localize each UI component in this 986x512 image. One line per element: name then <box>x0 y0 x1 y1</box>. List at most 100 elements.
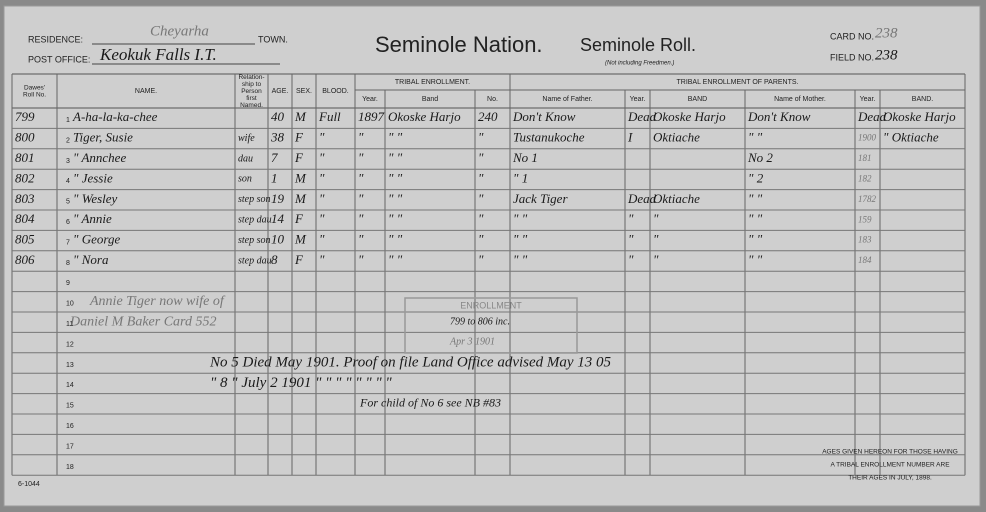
cell-text: 804 <box>15 211 35 226</box>
cell-text: " " <box>748 211 763 226</box>
cell-text: F <box>294 150 304 165</box>
cell-text: " " <box>388 252 403 267</box>
cell-text: 1900 <box>858 133 877 143</box>
cell-text: 805 <box>15 232 35 247</box>
cell-text: " " <box>513 232 528 247</box>
cell-text: " " <box>388 191 403 206</box>
cell-text: M <box>294 232 307 247</box>
cell-text: " 1 <box>513 170 528 185</box>
card-no: 238 <box>875 25 898 41</box>
cell-text: step dau <box>238 214 272 225</box>
line-number: 15 <box>66 403 74 410</box>
cell-text: Okoske Harjo <box>388 109 461 124</box>
line-number: 6 <box>66 219 70 226</box>
title: Seminole Nation. <box>375 32 543 57</box>
cell-text: 8 <box>271 252 278 267</box>
column-header: NAME. <box>135 88 157 95</box>
cell-text: " " <box>388 211 403 226</box>
residence-label: RESIDENCE: <box>28 34 83 44</box>
line-number: 14 <box>66 382 74 389</box>
cell-text: " <box>653 252 659 267</box>
line-number: 11 <box>66 321 73 328</box>
note: Annie Tiger now wife of <box>89 294 226 309</box>
cell-text: 183 <box>858 235 872 245</box>
column-header: Dawes' Roll No. <box>23 84 46 98</box>
cell-text: " <box>319 232 325 247</box>
cell-text: " <box>628 232 634 247</box>
post-office: Keokuk Falls I.T. <box>99 45 217 64</box>
cell-text: I <box>627 130 633 145</box>
column-header: Year. <box>630 96 646 103</box>
subtitle: Seminole Roll. <box>580 35 696 55</box>
form-no: 6-1044 <box>18 481 40 488</box>
line-number: 16 <box>66 423 74 430</box>
cell-text: " <box>478 211 484 226</box>
column-header: Name of Father. <box>542 96 592 103</box>
cell-text: F <box>294 130 304 145</box>
column-header: Band <box>422 96 438 103</box>
cell-text: M <box>294 109 307 124</box>
cell-text: " <box>358 211 364 226</box>
cell-text: " Nora <box>73 252 109 267</box>
cell-text: Dead <box>627 109 657 124</box>
group-header: TRIBAL ENROLLMENT OF PARENTS. <box>676 79 798 86</box>
line-number: 4 <box>66 178 70 185</box>
cell-text: " " <box>748 252 763 267</box>
line-number: 17 <box>66 443 74 450</box>
cell-text: " <box>358 232 364 247</box>
cell-text: 181 <box>858 153 872 163</box>
residence: Cheyarha <box>150 23 209 39</box>
cell-text: " <box>478 232 484 247</box>
cell-text: Okoske Harjo <box>653 109 726 124</box>
cell-text: " <box>478 170 484 185</box>
cell-text: Tustanukoche <box>513 130 585 145</box>
cell-text: " <box>653 232 659 247</box>
cell-text: 182 <box>858 173 872 183</box>
line-number: 12 <box>66 341 74 348</box>
cell-text: 159 <box>858 214 872 224</box>
cell-text: Oktiache <box>653 130 700 145</box>
cell-text: 19 <box>271 191 285 206</box>
cell-text: Jack Tiger <box>513 191 568 206</box>
cell-text: M <box>294 191 307 206</box>
column-header: AGE. <box>272 88 289 95</box>
cell-text: " Annchee <box>73 150 126 165</box>
line-number: 7 <box>66 239 70 246</box>
cell-text: 1 <box>271 170 278 185</box>
line-number: 1 <box>66 117 70 124</box>
column-header: BAND. <box>912 96 933 103</box>
cell-text: " " <box>513 211 528 226</box>
cell-text: " George <box>73 232 120 247</box>
stamp-frame <box>404 297 578 354</box>
table: TRIBAL ENROLLMENT. TRIBAL ENROLLMENT OF P… <box>11 73 966 476</box>
cell-text: 14 <box>271 211 285 226</box>
cell-text: " " <box>388 170 403 185</box>
cell-text: 801 <box>15 150 35 165</box>
column-header: Name of Mother. <box>774 96 826 103</box>
column-header: SEX. <box>296 88 312 95</box>
cell-text: " <box>358 150 364 165</box>
card-paper <box>3 5 981 507</box>
cell-text: Tiger, Susie <box>73 130 133 145</box>
stamp-range: 799 to 806 inc. <box>450 316 510 327</box>
cell-text: " <box>319 211 325 226</box>
cell-text: 802 <box>15 170 35 185</box>
column-header: Year. <box>362 96 378 103</box>
cell-text: " Jessie <box>73 170 113 185</box>
cell-text: " <box>358 191 364 206</box>
card-label: CARD NO. <box>830 31 874 41</box>
group-header: TRIBAL ENROLLMENT. <box>395 79 470 86</box>
cell-text: Don't Know <box>512 109 576 124</box>
cell-text: " <box>319 252 325 267</box>
line-number: 3 <box>66 158 70 165</box>
column-header: Year. <box>860 96 876 103</box>
field-no: 238 <box>875 47 898 63</box>
cell-text: " Wesley <box>73 191 118 206</box>
line-number: 10 <box>66 301 74 308</box>
cell-text: " <box>358 130 364 145</box>
cell-text: F <box>294 211 304 226</box>
cell-text: 799 <box>15 109 35 124</box>
note: No 5 Died May 1901. Proof on file Land O… <box>209 354 612 370</box>
field-label: FIELD NO. <box>830 52 874 62</box>
